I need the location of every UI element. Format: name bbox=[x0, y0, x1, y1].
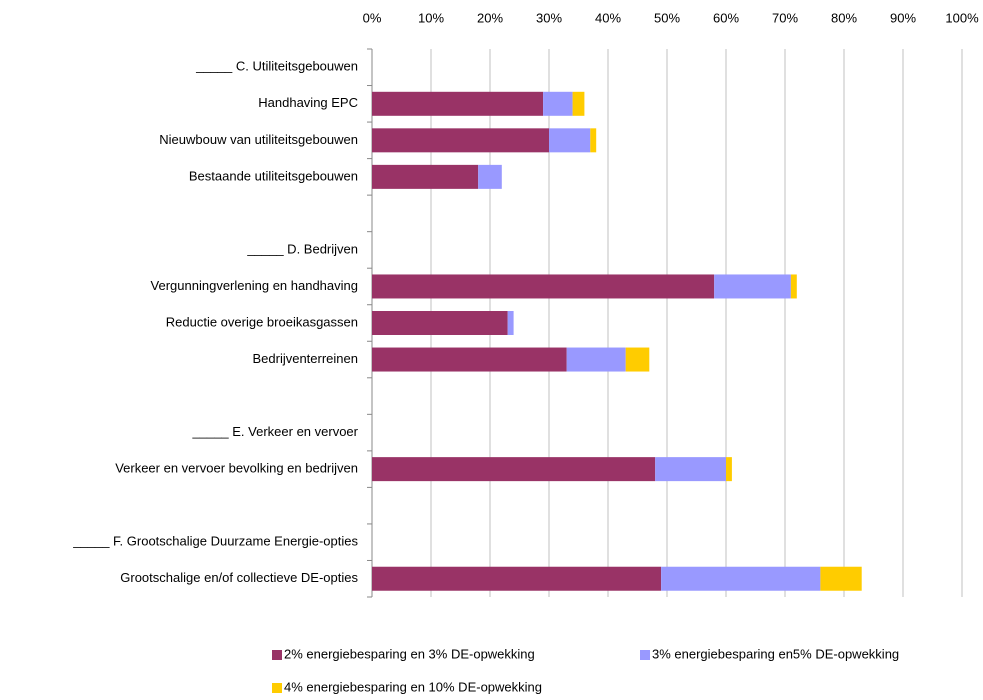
bar-segment bbox=[372, 566, 662, 591]
y-tick-label: Vergunningverlening en handhaving bbox=[151, 278, 358, 293]
x-tick-label: 0% bbox=[363, 10, 382, 25]
x-tick-label: 50% bbox=[654, 10, 680, 25]
y-tick-label: Verkeer en vervoer bevolking en bedrijve… bbox=[115, 461, 358, 476]
bar-segment bbox=[790, 274, 797, 299]
x-tick-label: 70% bbox=[772, 10, 798, 25]
bar-segment bbox=[549, 128, 591, 153]
legend-label: 3% energiebesparing en5% DE-opwekking bbox=[652, 646, 899, 661]
bar-segment bbox=[820, 566, 862, 591]
y-tick-label: Grootschalige en/of collectieve DE-optie… bbox=[120, 570, 358, 585]
x-tick-label: 40% bbox=[595, 10, 621, 25]
y-tick-label: _____ E. Verkeer en vervoer bbox=[192, 424, 359, 439]
y-tick-label: _____ C. Utiliteitsgebouwen bbox=[195, 59, 358, 74]
x-tick-label: 90% bbox=[890, 10, 916, 25]
y-tick-label: Reductie overige broeikasgassen bbox=[166, 314, 358, 329]
bar-segment bbox=[566, 347, 626, 372]
x-tick-label: 100% bbox=[945, 10, 979, 25]
legend-label: 4% energiebesparing en 10% DE-opwekking bbox=[284, 679, 542, 694]
y-tick-label: Nieuwbouw van utiliteitsgebouwen bbox=[159, 132, 358, 147]
bar-segment bbox=[543, 91, 573, 116]
bar-segment bbox=[714, 274, 791, 299]
y-tick-label: Bestaande utiliteitsgebouwen bbox=[189, 168, 358, 183]
bar-segment bbox=[372, 457, 656, 482]
bar-segment bbox=[507, 311, 514, 335]
legend-swatch bbox=[640, 650, 650, 660]
x-tick-label: 60% bbox=[713, 10, 739, 25]
bar-segment bbox=[372, 311, 508, 335]
y-tick-label: Bedrijventerreinen bbox=[252, 351, 358, 366]
x-tick-label: 20% bbox=[477, 10, 503, 25]
bar-segment bbox=[478, 164, 502, 189]
legend-swatch bbox=[272, 650, 282, 660]
bar-segment bbox=[372, 164, 479, 189]
legend-label: 2% energiebesparing en 3% DE-opwekking bbox=[284, 646, 535, 661]
bar-segment bbox=[661, 566, 821, 591]
bar-segment bbox=[372, 274, 715, 299]
bar-segment bbox=[625, 347, 650, 372]
bar-segment bbox=[572, 91, 585, 116]
x-tick-label: 80% bbox=[831, 10, 857, 25]
y-tick-label: Handhaving EPC bbox=[258, 95, 358, 110]
bar-segment bbox=[590, 128, 597, 153]
bar-segment bbox=[726, 457, 732, 482]
x-tick-label: 10% bbox=[418, 10, 444, 25]
bar-segment bbox=[372, 91, 544, 116]
x-tick-label: 30% bbox=[536, 10, 562, 25]
y-tick-label: _____ D. Bedrijven bbox=[246, 241, 358, 256]
bar-segment bbox=[372, 347, 567, 372]
legend-swatch bbox=[272, 683, 282, 693]
bar-segment bbox=[655, 457, 726, 482]
y-tick-label: _____ F. Grootschalige Duurzame Energie-… bbox=[72, 534, 358, 549]
bar-segment bbox=[372, 128, 549, 153]
